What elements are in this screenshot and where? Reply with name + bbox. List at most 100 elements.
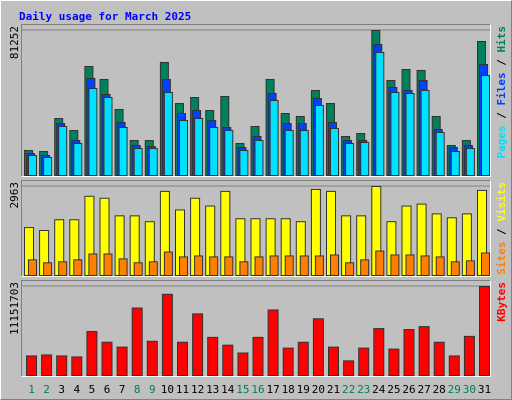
legend-separator: / — [495, 106, 508, 126]
x-tick-label: 25 — [387, 383, 400, 396]
bar — [284, 255, 294, 276]
bar — [328, 346, 339, 376]
bar — [148, 147, 158, 177]
bar — [345, 262, 355, 277]
x-tick-label: 16 — [251, 383, 264, 396]
x-tick-label: 17 — [266, 383, 279, 396]
legend-entry: Sites — [495, 242, 508, 275]
bar — [375, 51, 385, 177]
x-tick-label: 14 — [221, 383, 235, 396]
bar — [418, 326, 430, 376]
bar — [224, 256, 234, 276]
bar — [28, 154, 37, 176]
x-tick-label: 9 — [149, 383, 156, 396]
bar — [88, 88, 98, 176]
bar — [269, 255, 279, 276]
x-tick-label: 5 — [89, 383, 96, 396]
bar — [435, 256, 445, 276]
bar — [88, 253, 98, 277]
bar — [343, 360, 355, 377]
plot-border-light — [21, 24, 491, 177]
bar — [237, 352, 249, 376]
bar — [116, 346, 128, 376]
bar — [297, 341, 309, 376]
bar — [465, 147, 475, 177]
x-tick-label: 28 — [433, 383, 446, 396]
bar — [161, 293, 173, 376]
bar — [284, 129, 294, 176]
bar — [254, 256, 264, 276]
bar — [194, 255, 204, 276]
x-tick-label: 12 — [191, 383, 204, 396]
x-tick-label: 1 — [28, 383, 35, 396]
bar — [299, 129, 309, 176]
x-tick-label: 22 — [342, 383, 355, 396]
bar — [360, 142, 370, 177]
plot-border-dark — [21, 24, 491, 177]
bar — [314, 255, 324, 276]
bar — [146, 340, 158, 376]
chart-title: Daily usage for March 2025 — [19, 10, 191, 23]
legend-entry: Visits — [495, 182, 508, 222]
x-tick-label: 4 — [73, 383, 80, 396]
bar — [41, 354, 53, 377]
bar — [450, 261, 460, 276]
bar — [222, 344, 234, 377]
bar — [465, 260, 475, 277]
bar — [252, 336, 264, 376]
x-tick-label: 27 — [417, 383, 430, 396]
bar — [479, 286, 490, 376]
x-tick-label: 11 — [176, 383, 189, 396]
x-tick-label: 8 — [134, 383, 141, 396]
bar — [330, 254, 339, 276]
bar — [224, 129, 234, 176]
bar — [360, 259, 370, 276]
bar — [73, 259, 83, 276]
bar — [58, 125, 68, 176]
x-tick-label: 19 — [297, 383, 310, 396]
bar — [254, 140, 264, 176]
bar — [103, 96, 113, 176]
bar — [58, 261, 68, 276]
bar — [405, 92, 415, 176]
bar — [345, 143, 355, 177]
x-tick-label: 21 — [327, 383, 340, 396]
bar — [267, 309, 279, 376]
x-tick-label: 13 — [206, 383, 219, 396]
bar — [209, 126, 219, 176]
bar — [43, 262, 53, 277]
plot-border-light — [21, 280, 491, 377]
bar — [177, 341, 188, 376]
bar — [209, 256, 219, 276]
bar — [43, 156, 53, 176]
bar — [312, 318, 324, 377]
x-tick-label: 20 — [312, 383, 325, 396]
bar — [299, 255, 309, 276]
bar — [373, 328, 385, 377]
bar — [282, 347, 294, 376]
bar — [86, 330, 98, 376]
legend: Sites / Visits — [495, 182, 508, 275]
bar — [239, 149, 249, 176]
bar — [481, 252, 490, 277]
bar — [405, 254, 415, 276]
x-tick-label: 18 — [282, 383, 295, 396]
bar — [463, 335, 475, 376]
y-tick-label: 2963 — [8, 182, 21, 209]
bar — [192, 313, 204, 377]
x-tick-label: 3 — [58, 383, 65, 396]
legend: Pages / Files / Hits — [495, 26, 508, 159]
bar — [73, 143, 83, 177]
bar — [314, 104, 324, 176]
legend-entry: Pages — [495, 125, 508, 158]
x-tick-label: 31 — [478, 383, 491, 396]
legend: KBytes — [495, 282, 508, 322]
bar — [390, 91, 400, 176]
bar — [375, 250, 385, 276]
bar — [118, 126, 128, 176]
bar — [433, 341, 445, 376]
x-tick-label: 26 — [402, 383, 415, 396]
